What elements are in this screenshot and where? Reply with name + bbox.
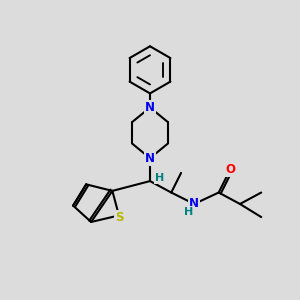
Text: H: H	[184, 207, 193, 217]
Text: O: O	[225, 163, 235, 176]
Text: N: N	[145, 152, 155, 165]
Text: S: S	[115, 211, 123, 224]
Text: N: N	[145, 101, 155, 114]
Text: H: H	[154, 173, 164, 183]
Text: N: N	[189, 197, 199, 211]
